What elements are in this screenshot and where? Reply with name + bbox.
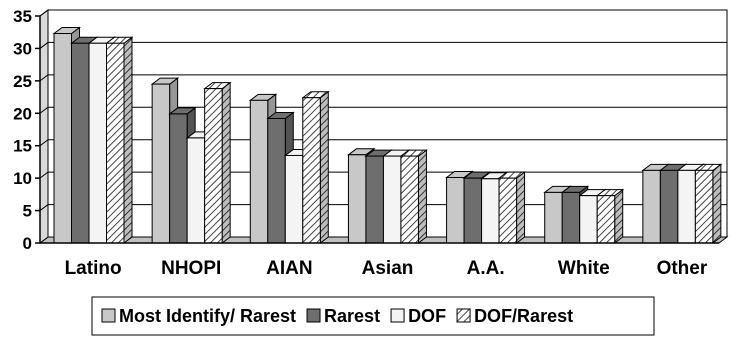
y-tick-label: 0 — [23, 234, 32, 253]
bar — [693, 163, 723, 244]
bar — [203, 81, 232, 244]
category-label: White — [558, 258, 610, 279]
bar-side — [516, 171, 526, 244]
bar — [497, 171, 527, 244]
gridline — [39, 9, 727, 17]
bar-front — [642, 169, 661, 244]
bar-front — [302, 97, 321, 244]
legend-item: DOF/Rarest — [456, 306, 573, 326]
bar-side — [614, 188, 624, 244]
category-label: Latino — [65, 258, 122, 279]
gridline — [39, 74, 727, 82]
bar-front — [186, 137, 206, 244]
bar-front — [382, 155, 402, 244]
y-tick-label: 25 — [13, 72, 32, 91]
bars — [52, 26, 723, 244]
legend-swatch — [456, 308, 471, 323]
bar-front — [481, 178, 500, 244]
category-label: A.A. — [467, 258, 505, 279]
bar-front — [169, 113, 188, 244]
y-tick-label: 30 — [13, 39, 32, 58]
category-label: Asian — [362, 258, 414, 279]
legend-item: Rarest — [306, 306, 380, 326]
legend-label: Rarest — [324, 306, 380, 326]
y-tick-label: 10 — [13, 169, 32, 188]
legend-swatch — [306, 308, 321, 323]
y-tick-label: 15 — [13, 137, 32, 156]
legend-item: DOF — [390, 306, 446, 326]
bar-side — [712, 163, 722, 244]
bar-front — [267, 117, 286, 244]
bar-front — [498, 177, 518, 244]
bar-front — [659, 169, 679, 244]
category-labels: Latino NHOPI AIAN Asian A.A. White Other — [65, 258, 708, 279]
bar-front — [561, 191, 581, 244]
category-label: AIAN — [266, 258, 312, 279]
legend-swatch — [101, 308, 116, 323]
bar-side — [123, 36, 133, 244]
gridline — [39, 171, 727, 179]
legend-box — [91, 296, 655, 336]
bar-front — [71, 42, 90, 244]
legend: Most Identify/ Rarest Rarest DOF DOF/Rarest — [91, 296, 655, 336]
bar-front — [106, 42, 125, 244]
gridline — [39, 139, 727, 147]
legend-label: DOF — [408, 306, 446, 326]
legend-item: Most Identify/ Rarest — [101, 306, 296, 326]
bar — [399, 149, 428, 244]
bar-front — [88, 42, 107, 244]
category-label: Other — [657, 258, 708, 279]
bar-front — [249, 99, 269, 244]
bar-front — [694, 169, 714, 244]
bar-front — [579, 195, 598, 244]
gridlines — [39, 9, 727, 211]
bar-front — [53, 33, 72, 244]
bar-side — [319, 90, 329, 244]
bar-front — [596, 195, 616, 244]
bar-front — [347, 154, 367, 244]
bar-front — [463, 177, 483, 244]
bar — [595, 188, 625, 244]
y-tick-labels: 0 5 10 15 20 25 30 35 — [13, 7, 32, 253]
category-label: NHOPI — [161, 258, 221, 279]
bar-front — [446, 176, 465, 244]
legend-label: Most Identify/ Rarest — [119, 306, 296, 326]
bar-front — [284, 154, 304, 244]
gridline — [39, 41, 727, 49]
legend-label: DOF/Rarest — [474, 306, 573, 326]
axes — [35, 15, 719, 244]
bar-front — [151, 83, 171, 244]
bar-side — [417, 149, 427, 244]
bar-side — [221, 81, 231, 244]
bar-front — [400, 155, 419, 244]
y-tick-label: 20 — [13, 104, 32, 123]
legend-swatch — [390, 308, 405, 323]
bar-front — [365, 155, 384, 244]
bar — [301, 90, 330, 244]
y-tick-label: 5 — [23, 202, 32, 221]
bar-front — [204, 88, 223, 244]
bar — [105, 36, 134, 244]
y-tick-label: 35 — [13, 7, 32, 26]
bar-front — [544, 191, 563, 244]
gridline — [39, 106, 727, 114]
bar-front — [677, 169, 696, 244]
